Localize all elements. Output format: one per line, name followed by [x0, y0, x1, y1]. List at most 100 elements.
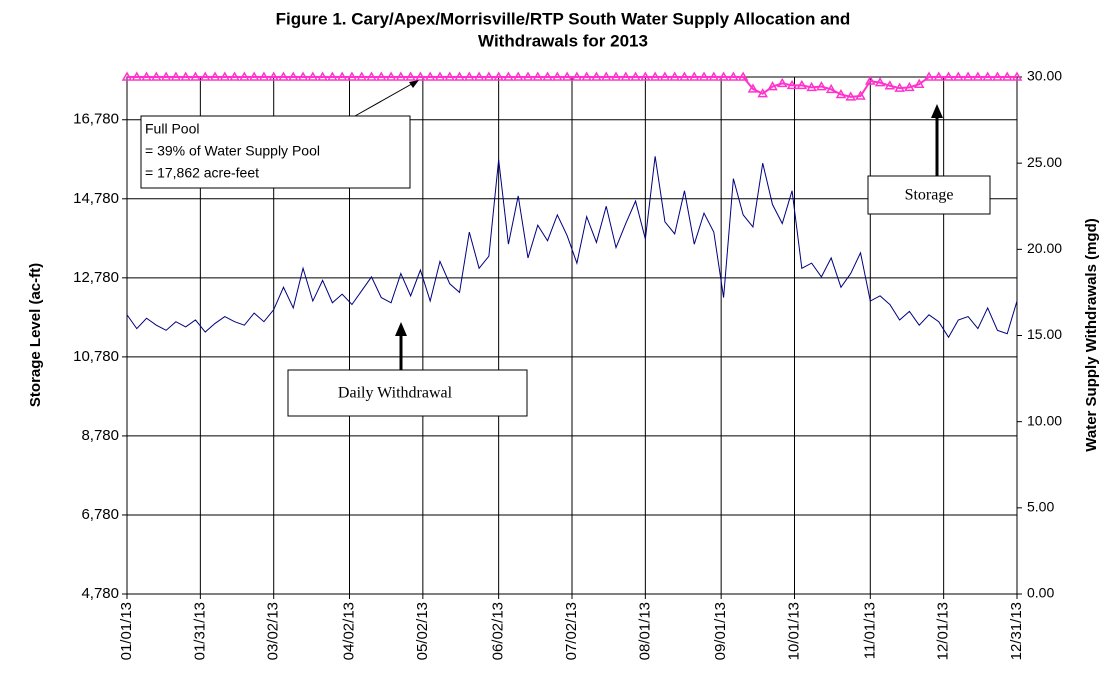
storage-marker [395, 71, 407, 81]
storage-marker [845, 91, 857, 101]
storage-marker [591, 71, 602, 81]
storage-marker [190, 71, 201, 81]
storage-marker [904, 81, 915, 92]
storage-marker [307, 71, 319, 81]
series-line [126, 156, 1018, 339]
storage-marker [268, 71, 279, 81]
storage-marker [913, 78, 925, 88]
arrow-head [931, 104, 943, 118]
storage-marker [121, 71, 133, 81]
storage-marker [317, 71, 328, 81]
storage-marker [346, 71, 358, 81]
x-tick-label: 05/02/13 [414, 602, 431, 660]
annotation-text: Storage [905, 187, 954, 204]
chart-title: Figure 1. Cary/Apex/Morrisville/RTP Sout… [276, 9, 851, 28]
storage-marker [493, 71, 504, 81]
annotations: Full Pool = 39% of Water Supply Pool = 1… [140, 80, 991, 417]
storage-marker [757, 88, 769, 98]
storage-marker [405, 71, 416, 81]
x-tick-label: 03/02/13 [265, 602, 282, 660]
x-tick-label: 07/02/13 [563, 602, 580, 660]
storage-marker [630, 71, 641, 81]
storage-marker [874, 77, 886, 87]
storage-marker [385, 71, 397, 81]
storage-marker [170, 71, 182, 81]
y2-tick-label: 5.00 [1027, 499, 1054, 515]
storage-marker [806, 81, 817, 92]
storage-marker [444, 71, 456, 81]
storage-marker [424, 71, 436, 81]
storage-marker [415, 71, 426, 81]
storage-marker [767, 81, 778, 91]
storage-marker [796, 79, 808, 90]
storage-marker [737, 71, 749, 81]
storage-marker [816, 81, 827, 91]
y-tick-label: 8,780 [81, 427, 119, 444]
storage-marker [679, 71, 690, 81]
storage-marker [972, 71, 984, 81]
storage-marker [561, 71, 573, 81]
storage-marker [239, 71, 250, 81]
storage-marker [982, 71, 993, 81]
y-tick-label: 14,780 [73, 190, 119, 207]
y2-axis-label: Water Supply Withdrawals (mgd) [1083, 218, 1100, 452]
y2-tick-label: 30.00 [1027, 68, 1062, 84]
arrow [354, 80, 418, 117]
storage-marker [180, 71, 191, 81]
x-tick-label: 12/31/13 [1008, 602, 1025, 660]
storage-marker [865, 75, 876, 85]
y2-tick-label: 20.00 [1027, 240, 1062, 256]
storage-marker [375, 71, 387, 81]
storage-marker [542, 71, 553, 81]
annotation-box [140, 115, 411, 189]
storage-marker [464, 71, 475, 81]
y-tick-label: 12,780 [73, 269, 119, 286]
x-tick-label: 08/01/13 [636, 602, 653, 660]
y-tick-label: 16,780 [73, 111, 119, 128]
x-tick-label: 10/01/13 [785, 602, 802, 660]
storage-marker [992, 71, 1003, 81]
storage-marker [581, 71, 592, 81]
storage-marker [219, 71, 231, 81]
y2-tick-label: 0.00 [1027, 585, 1054, 601]
storage-marker [600, 71, 612, 81]
storage-marker [962, 71, 974, 81]
storage-marker [512, 71, 524, 81]
arrow-head [409, 80, 419, 88]
storage-marker [209, 71, 221, 81]
storage-marker [287, 71, 299, 81]
annotation-text: = 17,862 acre-feet [145, 165, 259, 181]
storage-marker [835, 88, 847, 99]
storage-marker [532, 71, 544, 81]
y-axis-label: Storage Level (ac-ft) [27, 263, 44, 407]
storage-marker [522, 71, 534, 81]
storage-marker [708, 71, 720, 81]
storage-marker [552, 71, 563, 81]
storage-marker [1011, 71, 1023, 81]
annotation-box [287, 369, 528, 417]
annotation-text: = 39% of Water Supply Pool [145, 143, 320, 159]
storage-marker [923, 71, 935, 81]
storage-marker [229, 71, 240, 81]
storage-marker [1001, 71, 1013, 81]
y2-tick-label: 25.00 [1027, 154, 1062, 170]
storage-marker [688, 71, 700, 81]
storage-marker [483, 71, 495, 81]
storage-marker [327, 71, 338, 81]
annotation-text: Full Pool [145, 121, 199, 137]
storage-marker [131, 71, 143, 81]
storage-marker [776, 77, 788, 88]
storage-marker [728, 71, 739, 81]
storage-marker [894, 82, 905, 92]
y2-tick-label: 15.00 [1027, 326, 1062, 342]
storage-marker [160, 71, 172, 81]
storage-marker [356, 71, 368, 81]
storage-marker [825, 83, 837, 94]
storage-marker [454, 71, 465, 81]
storage-marker [718, 71, 729, 81]
x-tick-label: 04/02/13 [340, 602, 357, 660]
storage-marker [258, 71, 270, 81]
storage-marker [884, 80, 896, 90]
storage-marker [855, 90, 866, 100]
